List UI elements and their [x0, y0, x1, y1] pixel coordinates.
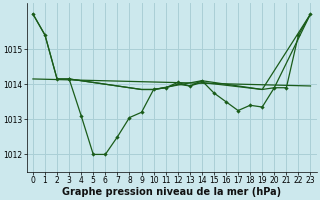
X-axis label: Graphe pression niveau de la mer (hPa): Graphe pression niveau de la mer (hPa) [62, 187, 281, 197]
